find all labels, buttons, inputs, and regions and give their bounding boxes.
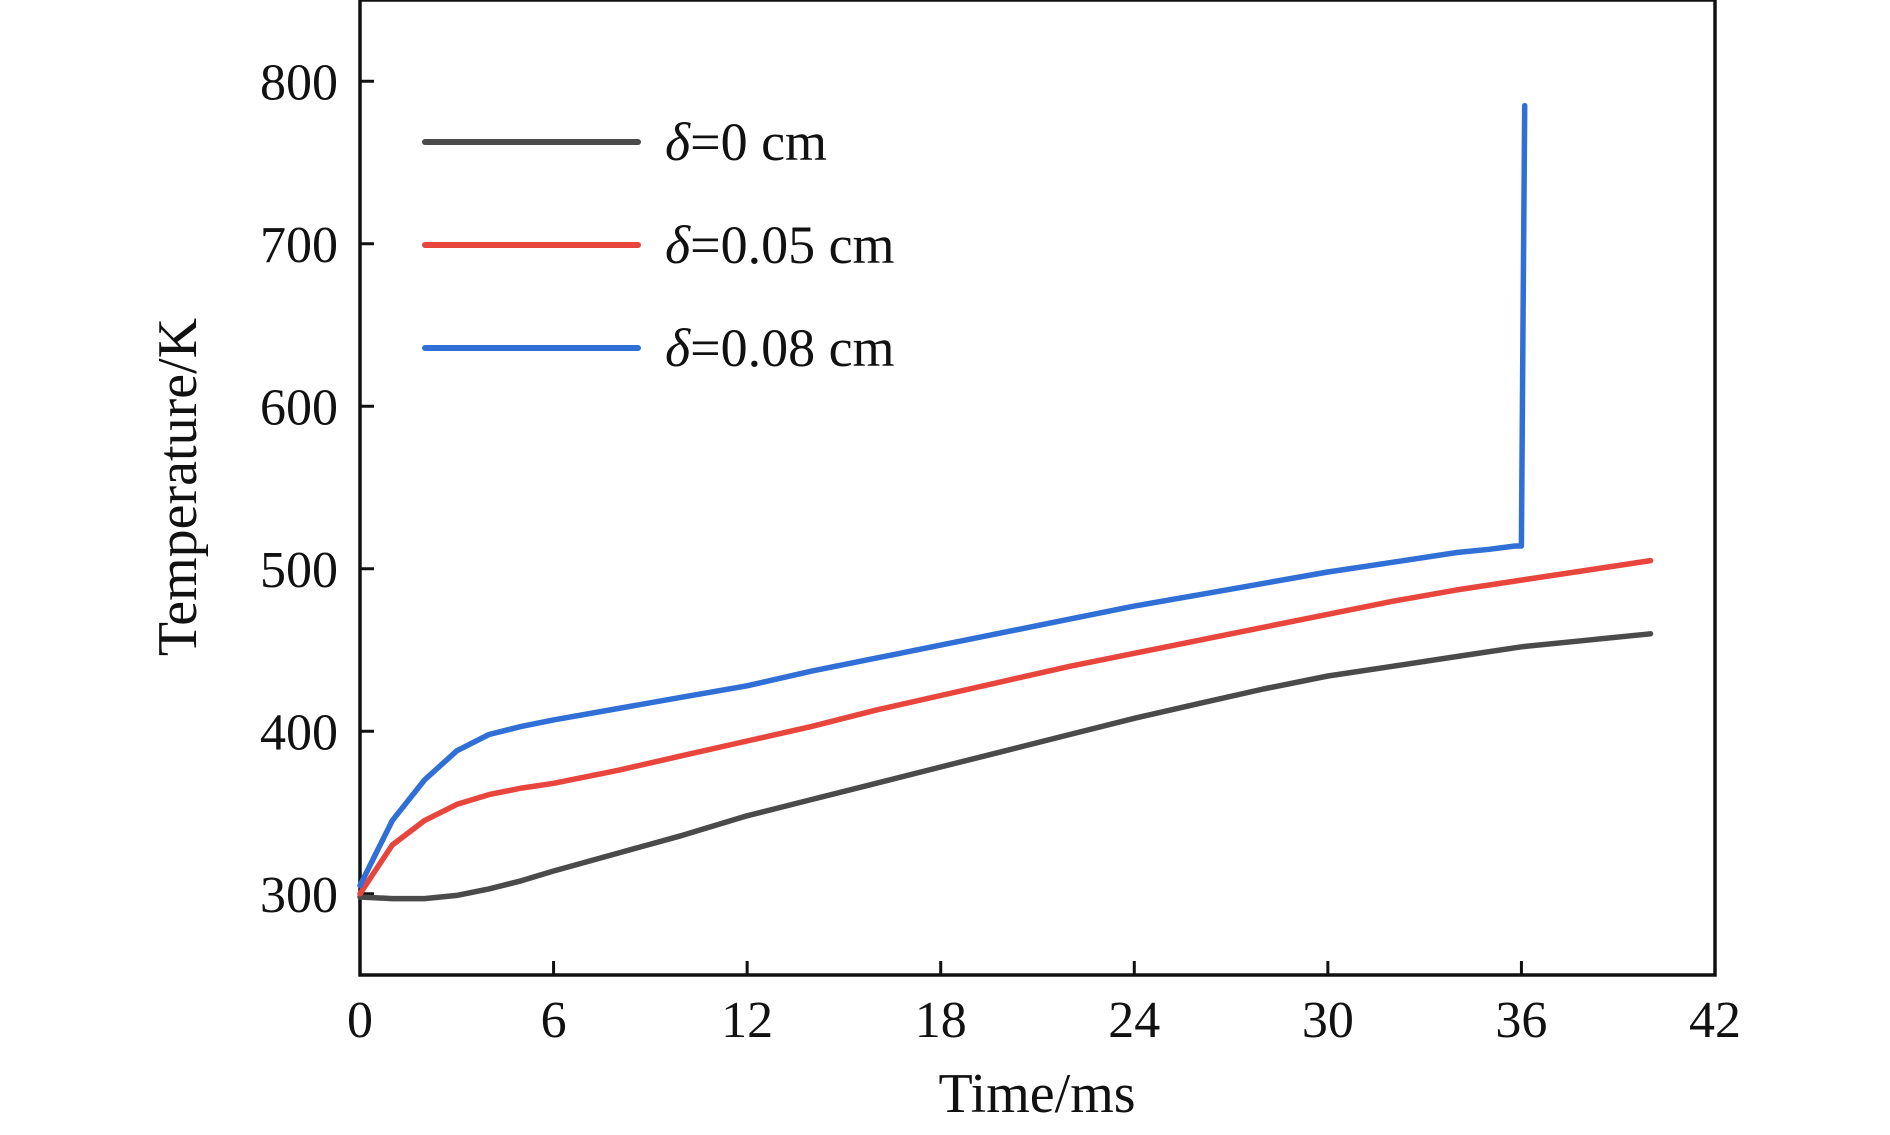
legend-value-0: =0 cm <box>690 112 827 172</box>
legend-label-1: δ=0.05 cm <box>665 215 895 275</box>
x-tick-label-4: 24 <box>1108 992 1160 1049</box>
axis-ticks: 0 6 12 18 24 30 36 42 300 400 500 600 700 800 <box>260 54 1741 1049</box>
y-axis-title: Temperature/K <box>147 318 209 656</box>
x-tick-label-1: 6 <box>541 992 567 1049</box>
x-tick-label-7: 42 <box>1689 992 1741 1049</box>
x-axis-title: Time/ms <box>938 1063 1135 1125</box>
x-tick-label-6: 36 <box>1495 992 1547 1049</box>
y-tick-label-1: 400 <box>260 704 338 761</box>
legend-delta-symbol-1: δ <box>665 215 691 275</box>
x-tick-label-0: 0 <box>347 992 373 1049</box>
x-tick-label-2: 12 <box>721 992 773 1049</box>
y-tick-label-4: 700 <box>260 217 338 274</box>
y-tick-label-3: 600 <box>260 379 338 436</box>
legend-value-2: =0.08 cm <box>690 318 894 378</box>
legend: δ=0 cmδ=0.05 cmδ=0.08 cm <box>422 112 895 378</box>
series-line-0 <box>357 631 1654 902</box>
y-tick-label-5: 800 <box>260 54 338 111</box>
series-lines <box>357 102 1654 902</box>
series-line-1 <box>357 557 1654 897</box>
y-tick-label-2: 500 <box>260 542 338 599</box>
legend-delta-symbol-0: δ <box>665 112 691 172</box>
y-tick-label-0: 300 <box>260 867 338 924</box>
legend-delta-symbol-2: δ <box>665 318 691 378</box>
x-tick-label-3: 18 <box>915 992 967 1049</box>
legend-label-2: δ=0.08 cm <box>665 318 895 378</box>
series-line-2 <box>357 102 1528 889</box>
x-tick-label-5: 30 <box>1302 992 1354 1049</box>
legend-label-0: δ=0 cm <box>665 112 827 172</box>
legend-value-1: =0.05 cm <box>690 215 894 275</box>
plot-frame <box>358 0 1717 977</box>
